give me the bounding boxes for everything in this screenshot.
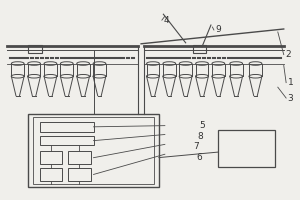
Ellipse shape (249, 74, 262, 78)
Bar (40, 122, 94, 132)
Bar (40, 151, 62, 164)
Text: 9: 9 (215, 25, 221, 34)
Ellipse shape (230, 74, 243, 78)
Ellipse shape (93, 74, 106, 78)
Ellipse shape (212, 74, 225, 78)
Bar (28, 45, 41, 53)
Ellipse shape (11, 74, 24, 78)
Ellipse shape (60, 74, 73, 78)
Bar (68, 151, 91, 164)
Bar (193, 45, 206, 53)
Ellipse shape (179, 74, 192, 78)
Text: 2: 2 (285, 50, 291, 59)
Ellipse shape (44, 74, 57, 78)
Bar (33, 117, 154, 184)
Text: 5: 5 (199, 121, 205, 130)
Ellipse shape (163, 74, 176, 78)
Ellipse shape (28, 74, 40, 78)
Bar (40, 168, 62, 181)
Ellipse shape (147, 74, 159, 78)
Text: 4: 4 (164, 16, 169, 25)
Ellipse shape (196, 74, 208, 78)
Ellipse shape (77, 74, 89, 78)
Bar (68, 168, 91, 181)
Bar (218, 130, 275, 167)
Text: 1: 1 (288, 78, 293, 87)
Bar (28, 114, 159, 187)
Bar (40, 136, 94, 145)
Text: 7: 7 (193, 142, 199, 151)
Text: 6: 6 (196, 153, 202, 162)
Text: 3: 3 (288, 94, 293, 103)
Text: 8: 8 (198, 132, 203, 141)
